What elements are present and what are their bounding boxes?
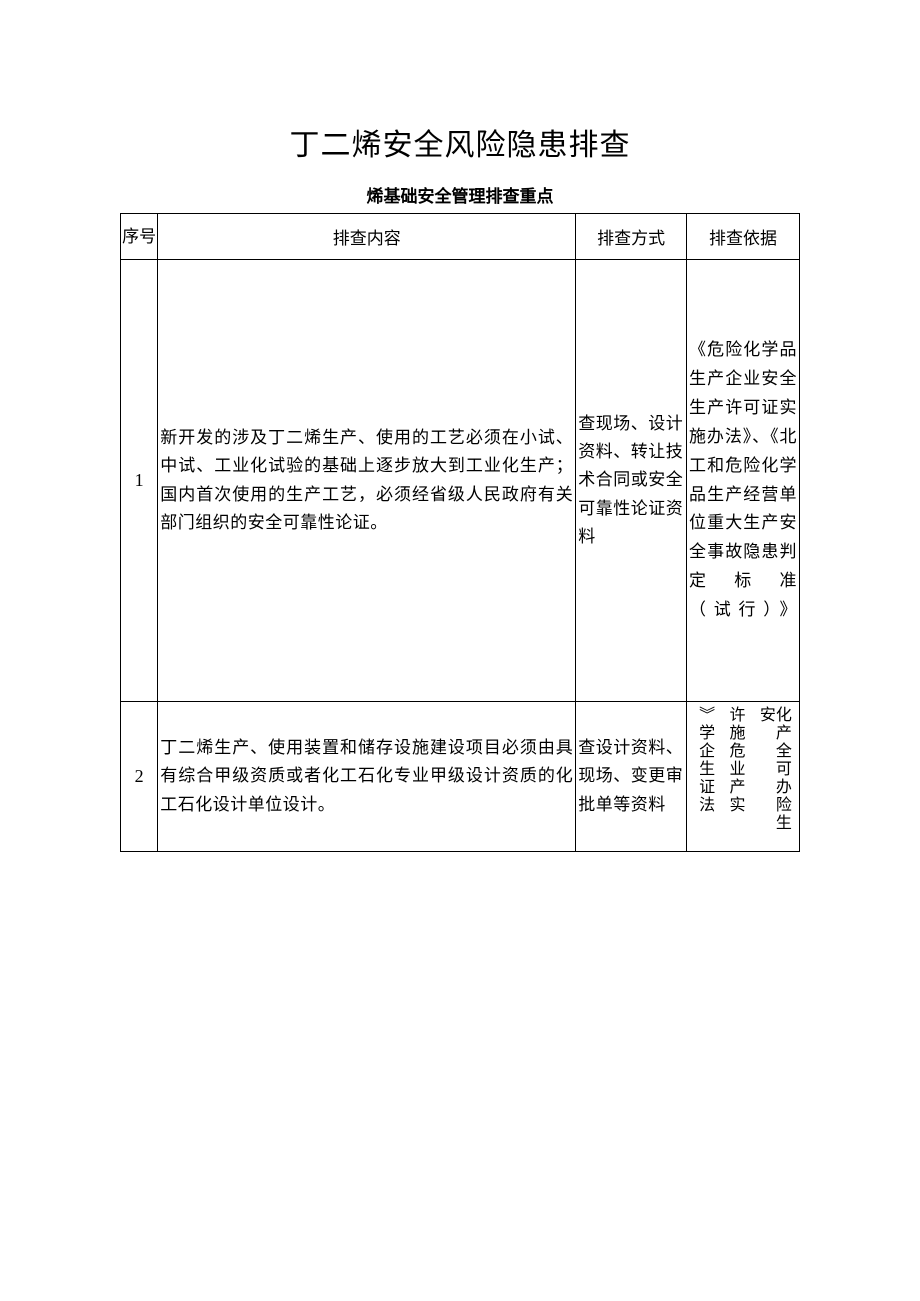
vertical-text-col: 许施危业产实 — [727, 706, 743, 847]
vertical-text-col: 》学企生证法 — [696, 706, 712, 847]
cell-content: 丁二烯生产、使用装置和储存设施建设项目必须由具有综合甲级资质或者化工石化专业甲级… — [158, 702, 576, 852]
cell-method: 查设计资料、现场、变更审批单等资料 — [576, 702, 687, 852]
page-title: 丁二烯安全风险隐患排查 — [120, 120, 800, 164]
cell-method: 查现场、设计资料、转让技术合同或安全可靠性论证资料 — [576, 260, 687, 702]
table-header-row: 序号 排查内容 排查方式 排查依据 — [121, 214, 800, 260]
cell-basis-vertical: 》学企生证法 许施危业产实 化产全可办险生安 — [687, 702, 800, 852]
table-row: 2 丁二烯生产、使用装置和储存设施建设项目必须由具有综合甲级资质或者化工石化专业… — [121, 702, 800, 852]
vertical-text-col: 化产全可办险生安 — [757, 706, 789, 847]
cell-basis: 《危险化学品生产企业安全生产许可证实施办法》、《北工和危险化学品生产经营单位重大… — [687, 260, 800, 702]
cell-seq: 1 — [121, 260, 158, 702]
document-page: 丁二烯安全风险隐患排查 烯基础安全管理排查重点 序号 排查内容 排查方式 排查依… — [0, 0, 920, 852]
page-subtitle: 烯基础安全管理排查重点 — [120, 182, 800, 207]
col-header-content: 排查内容 — [158, 214, 576, 260]
inspection-table: 序号 排查内容 排查方式 排查依据 1 新开发的涉及丁二烯生产、使用的工艺必须在… — [120, 213, 800, 852]
col-header-basis: 排查依据 — [687, 214, 800, 260]
cell-content: 新开发的涉及丁二烯生产、使用的工艺必须在小试、中试、工业化试验的基础上逐步放大到… — [158, 260, 576, 702]
col-header-method: 排查方式 — [576, 214, 687, 260]
table-row: 1 新开发的涉及丁二烯生产、使用的工艺必须在小试、中试、工业化试验的基础上逐步放… — [121, 260, 800, 702]
cell-seq: 2 — [121, 702, 158, 852]
col-header-seq: 序号 — [121, 214, 158, 260]
